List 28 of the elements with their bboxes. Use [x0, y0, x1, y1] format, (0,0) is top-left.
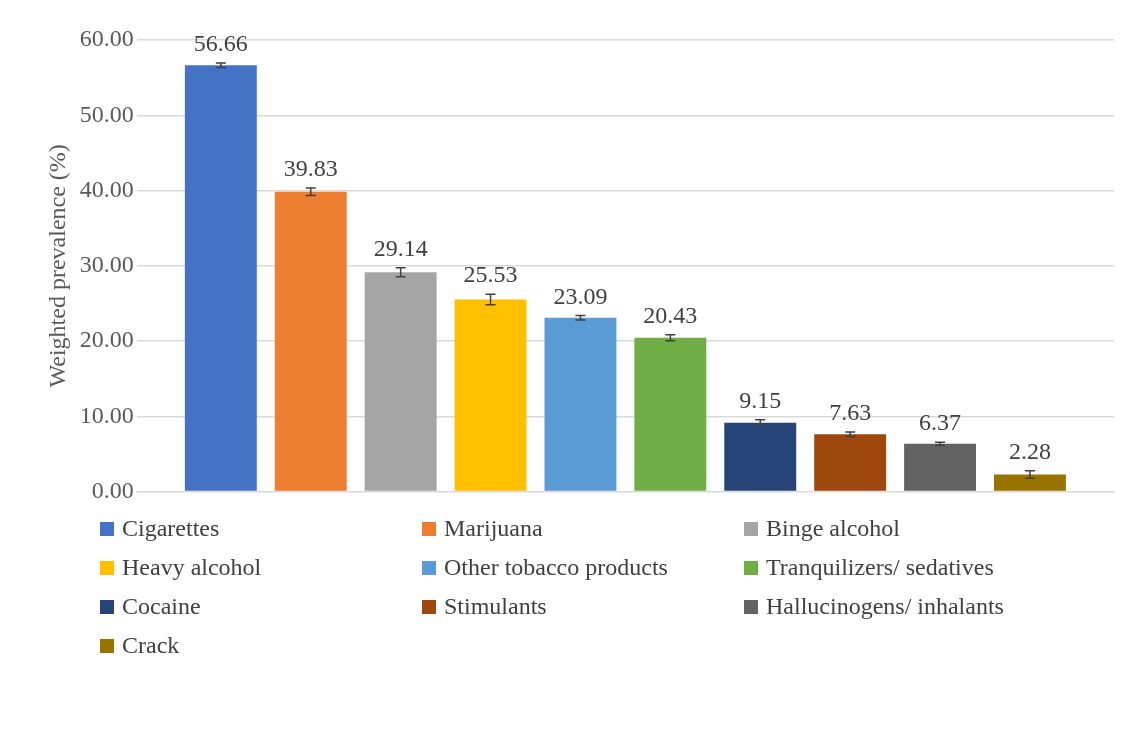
legend-label: Stimulants [444, 593, 547, 620]
legend-label: Cigarettes [122, 515, 220, 542]
legend-label: Crack [122, 632, 180, 659]
y-tick-label: 40.00 [79, 175, 134, 202]
data-label: 6.37 [919, 409, 962, 436]
y-tick-label: 50.00 [79, 100, 134, 127]
data-label: 25.53 [463, 261, 518, 288]
legend-label: Tranquilizers/ sedatives [766, 554, 994, 581]
y-axis-title: Weighted prevalence (%) [43, 144, 70, 388]
y-tick-label: 0.00 [91, 476, 134, 503]
data-label: 29.14 [373, 235, 428, 262]
y-tick-label: 60.00 [79, 25, 134, 52]
data-label: 56.66 [193, 30, 248, 57]
data-label: 20.43 [643, 302, 698, 329]
legend-label: Heavy alcohol [122, 554, 262, 581]
legend-label: Binge alcohol [766, 515, 900, 542]
data-label: 9.15 [739, 387, 782, 414]
data-label: 2.28 [1008, 437, 1051, 464]
legend-label: Cocaine [122, 593, 201, 620]
data-label: 23.09 [553, 282, 608, 309]
legend-label: Marijuana [444, 515, 543, 542]
y-tick-label: 10.00 [79, 401, 134, 428]
data-label: 39.83 [283, 155, 338, 182]
legend-label: Hallucinogens/ inhalants [766, 593, 1004, 620]
y-tick-label: 20.00 [79, 326, 134, 353]
y-tick-label: 30.00 [79, 251, 134, 278]
legend-label: Other tobacco products [444, 554, 668, 581]
data-label: 7.63 [829, 399, 872, 426]
